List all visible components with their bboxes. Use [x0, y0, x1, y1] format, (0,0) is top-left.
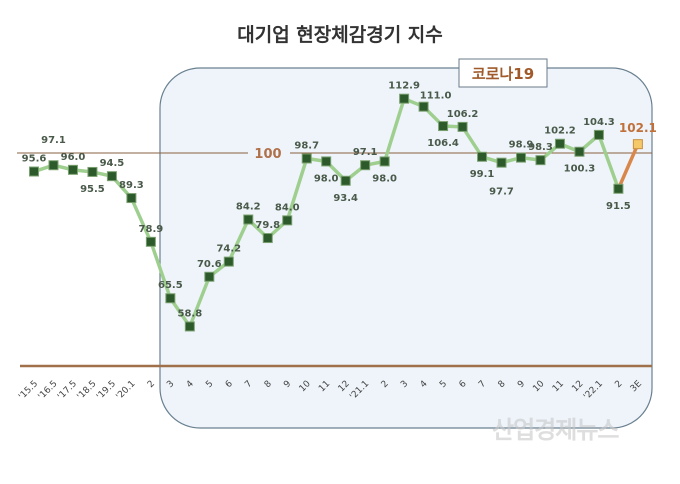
data-point [301, 153, 312, 164]
data-point [87, 166, 98, 177]
x-tick-label: '16.5 [37, 379, 60, 402]
annotation-label: 코로나19 [472, 65, 534, 83]
data-point [106, 171, 117, 182]
data-point [126, 193, 137, 204]
data-point [496, 157, 507, 168]
x-tick-label: '18.5 [76, 379, 99, 402]
data-label: 70.6 [197, 259, 222, 270]
data-label: 104.3 [583, 117, 615, 128]
x-tick-label: 8 [263, 379, 274, 390]
data-label: 78.9 [139, 224, 164, 235]
data-point [145, 236, 156, 247]
x-tick-label: 2 [146, 379, 157, 390]
data-point [321, 156, 332, 167]
data-point [613, 183, 624, 194]
x-tick-label: 2 [613, 379, 624, 390]
data-label: 96.0 [61, 152, 86, 163]
x-tick-label: 3 [165, 379, 176, 390]
data-point [632, 139, 643, 150]
data-label: 98.0 [314, 173, 339, 184]
data-point [477, 151, 488, 162]
x-tick-label: 5 [204, 379, 215, 390]
data-label: 111.0 [420, 91, 452, 102]
data-label: 74.2 [216, 244, 241, 255]
data-point [593, 129, 604, 140]
data-label: 102.1 [619, 121, 657, 135]
x-tick-label: 9 [282, 379, 293, 390]
data-label: 106.2 [447, 109, 479, 120]
data-label: 98.7 [294, 140, 319, 151]
data-label: 58.8 [177, 308, 202, 319]
x-tick-label: 7 [477, 379, 488, 390]
data-label: 91.5 [606, 201, 631, 212]
x-tick-label: 3 [399, 379, 410, 390]
data-label: 84.2 [236, 202, 261, 213]
chart-title: 대기업 현장체감경기 지수 [237, 24, 443, 46]
estimate-line [616, 143, 640, 190]
x-tick-label: 8 [497, 379, 508, 390]
data-label: 99.1 [470, 169, 495, 180]
data-label: 98.9 [509, 140, 534, 151]
data-point [282, 215, 293, 226]
data-point [516, 152, 526, 163]
data-point [243, 214, 254, 225]
x-tick-label: 2 [380, 379, 391, 390]
data-point [379, 156, 390, 167]
data-label: 65.5 [158, 280, 183, 291]
data-label: 97.7 [489, 187, 514, 198]
x-tick-label: 9 [516, 379, 527, 390]
data-label: 94.5 [100, 158, 125, 169]
data-label: 100.3 [564, 164, 596, 175]
data-point [399, 93, 410, 104]
data-point [554, 138, 565, 149]
data-point [418, 101, 429, 112]
data-point [360, 160, 371, 171]
data-label: 112.9 [388, 81, 420, 92]
data-point [457, 121, 468, 132]
data-label: 95.6 [22, 154, 47, 165]
x-tick-label: 6 [458, 379, 469, 390]
data-point [574, 146, 585, 157]
data-point [165, 293, 176, 304]
x-tick-label: '15.5 [17, 379, 40, 402]
data-point [67, 164, 78, 175]
data-label: 89.3 [119, 180, 144, 191]
annotation-box [458, 58, 548, 88]
x-tick-label: 6 [224, 379, 235, 390]
data-label: 84.0 [275, 202, 300, 213]
data-point [438, 121, 449, 132]
data-point [48, 160, 59, 171]
data-label: 98.0 [372, 173, 397, 184]
data-point [223, 256, 234, 267]
data-point [340, 175, 351, 186]
data-point [184, 321, 195, 332]
data-label: 98.3 [528, 142, 553, 153]
data-label: 95.5 [80, 184, 105, 195]
data-label: 93.4 [333, 193, 358, 204]
data-point [262, 233, 273, 244]
data-label: 106.4 [427, 138, 459, 149]
x-tick-label: 4 [419, 379, 430, 390]
x-tick-label: 4 [185, 379, 196, 390]
x-tick-label: '19.5 [95, 379, 118, 402]
x-tick-label: 5 [438, 379, 449, 390]
data-point [29, 166, 39, 177]
reference-label: 100 [254, 147, 281, 162]
x-tick-label: '20.1 [115, 379, 138, 402]
data-label: 102.2 [544, 126, 576, 137]
x-tick-label: '17.5 [56, 379, 79, 402]
data-point [204, 271, 215, 282]
data-label: 79.8 [255, 220, 280, 231]
data-point [535, 155, 546, 166]
watermark: 산업경제뉴스 [492, 416, 619, 444]
x-tick-label: 7 [243, 379, 254, 390]
data-label: 97.1 [41, 135, 66, 146]
data-label: 97.1 [353, 147, 378, 158]
